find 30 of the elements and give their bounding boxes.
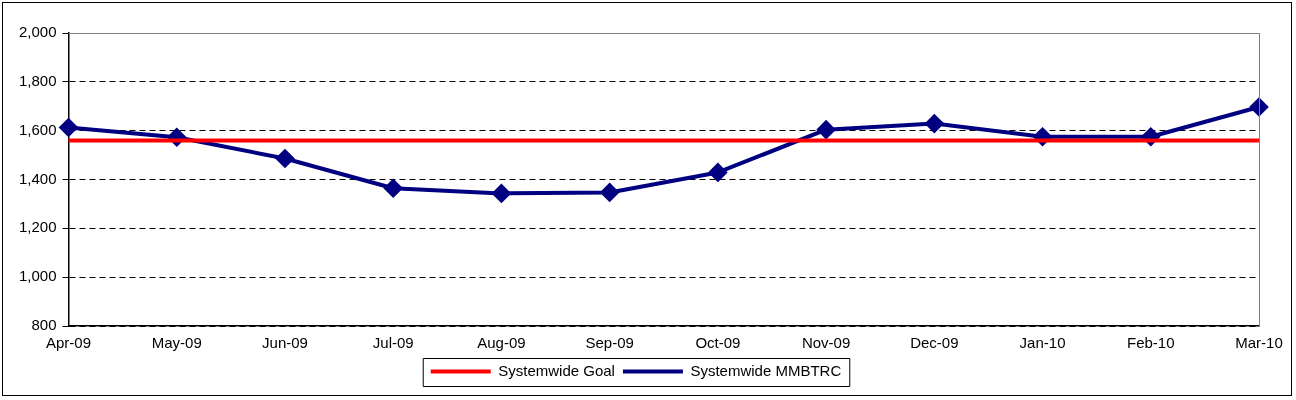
x-tick-label: Aug-09: [477, 334, 526, 352]
y-tick-label: 1,800: [18, 71, 57, 89]
point: [59, 118, 78, 137]
x-tick-label: Dec-09: [910, 334, 959, 352]
legend-label: Systemwide Goal: [498, 361, 615, 379]
point: [1250, 97, 1268, 116]
x-tick-label: May-09: [151, 334, 202, 352]
point: [925, 114, 944, 133]
y-tick-label: 1,400: [18, 169, 57, 187]
y-tick-label: 800: [31, 316, 57, 334]
x-tick-label: Nov-09: [801, 334, 851, 352]
x-tick-label: Jun-09: [262, 334, 308, 352]
x-tick-label: Oct-09: [695, 334, 741, 352]
point: [817, 120, 836, 139]
y-tick-label: 1,600: [18, 120, 57, 138]
point: [275, 149, 294, 168]
x-tick-label: Mar-10: [1235, 334, 1283, 352]
point: [708, 163, 727, 182]
point: [384, 179, 403, 198]
x-tick-label: Feb-10: [1127, 334, 1175, 352]
y-tick-label: 2,000: [18, 23, 57, 41]
x-tick-label: Jul-09: [372, 334, 414, 352]
x-tick-label: Apr-09: [46, 334, 92, 352]
y-tick-label: 1,200: [18, 218, 57, 236]
point: [600, 183, 619, 202]
y-tick-label: 1,000: [18, 267, 57, 285]
point: [492, 184, 511, 203]
legend-label: Systemwide MMBTRC: [690, 361, 842, 379]
x-tick-label: Jan-10: [1019, 334, 1066, 352]
x-tick-label: Sep-09: [585, 334, 634, 352]
